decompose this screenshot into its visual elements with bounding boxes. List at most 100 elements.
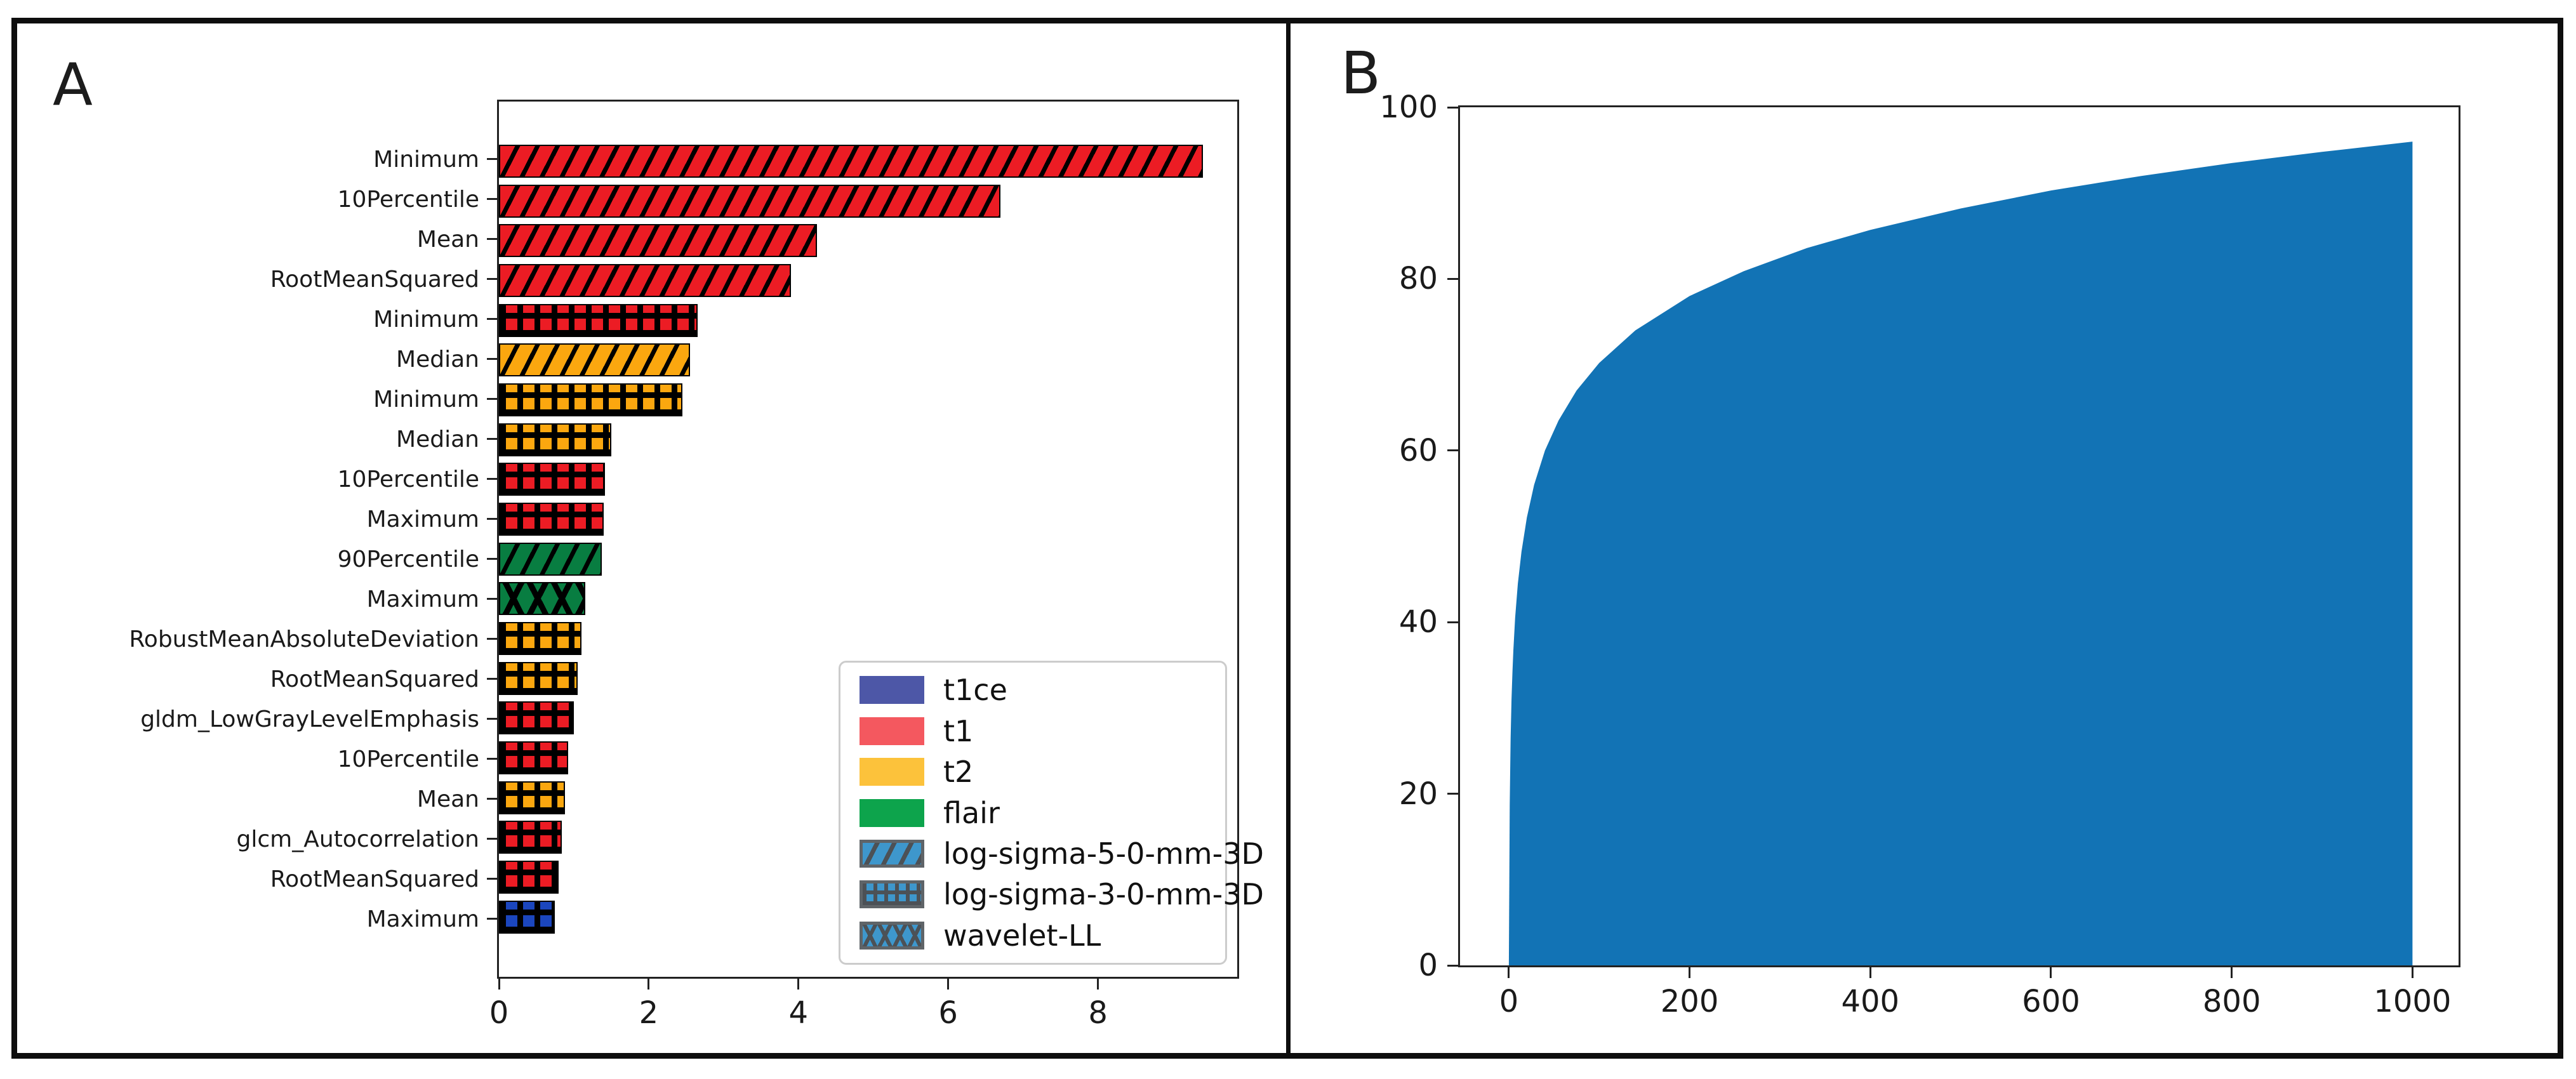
legend-item: wavelet-LL bbox=[860, 918, 1206, 953]
y-tick-label: 20 bbox=[1398, 776, 1438, 812]
panel-divider bbox=[1286, 18, 1291, 1059]
y-tick-mark bbox=[1447, 106, 1458, 109]
x-tick-label: 400 bbox=[1841, 984, 1900, 1019]
y-tick-row: RobustMeanAbsoluteDeviation bbox=[0, 619, 497, 659]
bar-row bbox=[499, 778, 1237, 818]
y-tick-row: Median bbox=[0, 420, 497, 459]
bar-row bbox=[499, 857, 1237, 897]
y-tick-row: 10Percentile bbox=[0, 460, 497, 499]
bar-row bbox=[499, 540, 1237, 579]
x-tick-mark bbox=[647, 979, 650, 990]
y-tick-label: 100 bbox=[1379, 89, 1438, 125]
bar-row bbox=[499, 380, 1237, 420]
bar-robustmeanabsolutedeviation bbox=[499, 622, 581, 656]
x-tick-label: 4 bbox=[788, 995, 809, 1031]
panel-b-area-chart bbox=[1508, 142, 2413, 965]
y-tick-label: 10Percentile bbox=[337, 746, 479, 772]
bar-row bbox=[499, 738, 1237, 778]
bar-maximum bbox=[499, 900, 555, 934]
legend-hatch-swatch-icon bbox=[860, 839, 924, 868]
bar-row bbox=[499, 818, 1237, 857]
y-tick-label: Median bbox=[396, 426, 479, 453]
x-tick-label: 800 bbox=[2202, 984, 2261, 1019]
y-tick-label: RobustMeanAbsoluteDeviation bbox=[129, 626, 479, 652]
y-tick-mark bbox=[1447, 793, 1458, 795]
legend-label: log-sigma-5-0-mm-3D bbox=[943, 836, 1264, 871]
x-tick-label: 0 bbox=[489, 995, 509, 1031]
bar-maximum bbox=[499, 582, 585, 616]
x-tick-label: 8 bbox=[1088, 995, 1108, 1031]
y-tick-label: 10Percentile bbox=[337, 186, 479, 213]
y-tick-label: glcm_Autocorrelation bbox=[236, 826, 479, 852]
y-tick-label: 10Percentile bbox=[337, 466, 479, 493]
y-tick-mark bbox=[1447, 621, 1458, 623]
y-tick-row: 10Percentile bbox=[0, 739, 497, 779]
x-tick-mark bbox=[498, 979, 500, 990]
x-tick-mark bbox=[1689, 967, 1691, 978]
y-tick-label: 90Percentile bbox=[337, 546, 479, 573]
x-tick-mark bbox=[1869, 967, 1871, 978]
legend-item: t1 bbox=[860, 714, 1206, 748]
y-tick-label: Mean bbox=[416, 226, 479, 253]
y-tick-mark bbox=[1447, 449, 1458, 452]
y-tick-label: RootMeanSquared bbox=[270, 866, 479, 892]
y-tick-label: Mean bbox=[416, 786, 479, 812]
y-tick-label: Minimum bbox=[373, 146, 479, 173]
bar-mean bbox=[499, 781, 565, 814]
legend-label: log-sigma-3-0-mm-3D bbox=[943, 877, 1264, 912]
y-tick-row: RootMeanSquared bbox=[0, 659, 497, 699]
y-tick-row: 90Percentile bbox=[0, 540, 497, 579]
bar-10percentile bbox=[499, 463, 606, 496]
bar-90percentile bbox=[499, 542, 602, 576]
legend-item: log-sigma-5-0-mm-3D bbox=[860, 837, 1264, 871]
x-tick-mark bbox=[947, 979, 950, 990]
y-tick-mark bbox=[1447, 964, 1458, 967]
bar-row bbox=[499, 500, 1237, 539]
legend-label: t2 bbox=[943, 755, 974, 790]
bar-row bbox=[499, 897, 1237, 937]
y-tick-label: Maximum bbox=[366, 906, 479, 932]
y-tick-row: Maximum bbox=[0, 500, 497, 539]
y-tick-label: Minimum bbox=[373, 386, 479, 413]
legend-item: t1ce bbox=[860, 673, 1206, 707]
bar-minimum bbox=[499, 145, 1203, 178]
bar-10percentile bbox=[499, 184, 1001, 218]
area-series bbox=[1508, 142, 2413, 965]
bar-glcm_autocorrelation bbox=[499, 821, 562, 854]
bar-rootmeansquared bbox=[499, 264, 791, 298]
bar-row bbox=[499, 340, 1237, 380]
x-tick-label: 600 bbox=[2022, 984, 2080, 1019]
bar-median bbox=[499, 343, 690, 377]
bar-row bbox=[499, 261, 1237, 300]
y-tick-row: Minimum bbox=[0, 300, 497, 339]
x-tick-mark bbox=[797, 979, 800, 990]
y-tick-mark bbox=[1447, 277, 1458, 280]
x-tick-mark bbox=[1508, 967, 1510, 978]
bar-row bbox=[499, 182, 1237, 221]
x-tick-mark bbox=[2050, 967, 2052, 978]
bar-minimum bbox=[499, 303, 698, 337]
y-tick-row: Mean bbox=[0, 779, 497, 819]
bar-row bbox=[499, 698, 1237, 738]
legend-hatch-swatch-icon bbox=[860, 880, 924, 909]
bar-rootmeansquared bbox=[499, 661, 578, 695]
legend-label: t1ce bbox=[943, 673, 1007, 708]
panel-b-plot-area bbox=[1458, 105, 2460, 967]
x-tick-mark bbox=[1097, 979, 1099, 990]
y-tick-row: Minimum bbox=[0, 140, 497, 179]
y-tick-row: Maximum bbox=[0, 899, 497, 939]
y-tick-label: Median bbox=[396, 346, 479, 373]
y-tick-row: 10Percentile bbox=[0, 180, 497, 219]
y-tick-row: RootMeanSquared bbox=[0, 260, 497, 299]
bar-row bbox=[499, 579, 1237, 618]
bar-row bbox=[499, 221, 1237, 260]
legend-color-swatch-icon bbox=[860, 676, 924, 705]
y-tick-label: 60 bbox=[1398, 432, 1438, 468]
y-tick-row: Median bbox=[0, 340, 497, 379]
bar-gldm_lowgraylevelemphasis bbox=[499, 701, 574, 735]
bar-10percentile bbox=[499, 741, 568, 775]
legend-color-swatch-icon bbox=[860, 758, 924, 786]
x-tick-label: 1000 bbox=[2374, 984, 2452, 1019]
y-tick-label: Maximum bbox=[366, 506, 479, 533]
